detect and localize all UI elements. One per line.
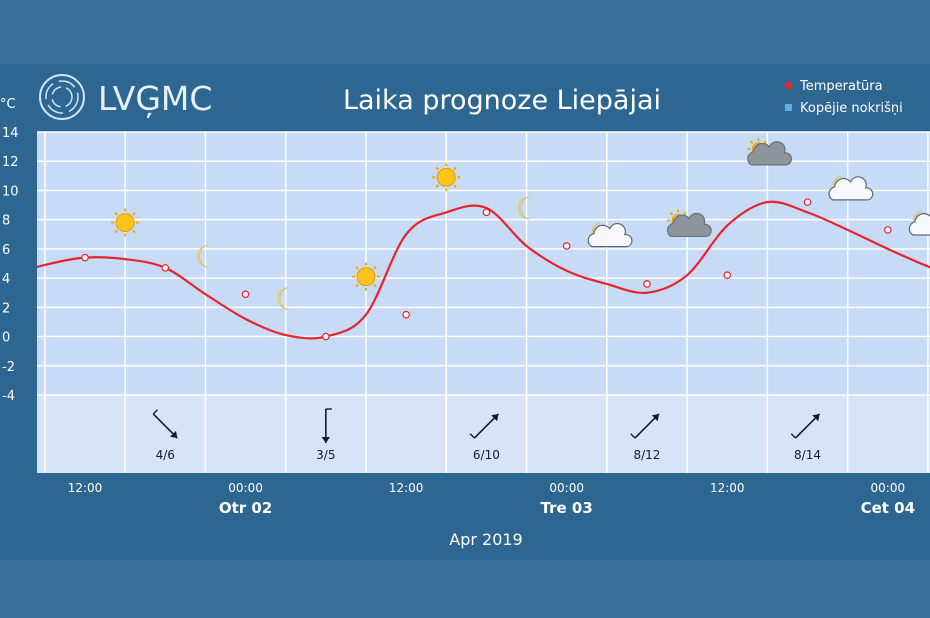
- y-tick-label: -4: [2, 389, 15, 404]
- wind-label: 6/10: [473, 448, 500, 462]
- legend: Temperatūra Kopējie nokrišņi: [785, 79, 903, 116]
- lvgmc-logo-icon: [39, 74, 85, 120]
- time-tick-label: 12:00: [68, 481, 103, 495]
- month-label: Apr 2019: [449, 530, 522, 549]
- temperature-point: [482, 208, 491, 217]
- page-title: Laika prognoze Liepājai: [343, 85, 661, 116]
- temperature-point: [883, 226, 892, 234]
- moon-cloud-icon: [828, 176, 874, 201]
- plot-background: [37, 132, 930, 395]
- moon-cloud-icon: [908, 211, 930, 236]
- wind-arrow-icon: [469, 413, 499, 439]
- temperature-point: [241, 290, 250, 298]
- temperature-point: [322, 332, 330, 341]
- sun-icon: [351, 262, 380, 291]
- sun-icon: [111, 208, 140, 237]
- wind-arrow-icon: [630, 413, 660, 439]
- day-label: Otr 02: [219, 499, 272, 517]
- y-tick-label: 14: [2, 126, 19, 141]
- time-tick-label: 12:00: [710, 481, 745, 495]
- plot-area: 1,1: [37, 131, 930, 560]
- moon-icon: [197, 244, 209, 268]
- legend-label: Temperatūra: [799, 79, 883, 94]
- y-tick-label: 12: [2, 155, 19, 170]
- y-tick-label: 10: [2, 184, 19, 199]
- day-label: Cet 04: [861, 499, 915, 517]
- time-tick-label: 00:00: [549, 481, 584, 495]
- header: LVĢMC Laika prognoze Liepājai °C: [0, 74, 661, 120]
- legend-swatch: [785, 104, 792, 111]
- temperature-point: [562, 242, 571, 250]
- wind-arrow-icon: [790, 413, 821, 439]
- y-tick-label: 4: [2, 272, 10, 287]
- temperature-line: [37, 200, 930, 340]
- y-tick-label: 0: [2, 331, 10, 346]
- moon-icon: [277, 287, 290, 311]
- wind-panel-background: [37, 395, 930, 473]
- legend-swatch: [785, 82, 792, 89]
- logo-text: LVĢMC: [98, 79, 212, 118]
- moon-icon: [518, 196, 530, 220]
- time-tick-label: 00:00: [871, 481, 906, 495]
- temperature-point: [81, 253, 89, 262]
- sun-icon: [432, 163, 461, 192]
- wind-label: 8/14: [794, 448, 821, 462]
- temperature-point: [402, 310, 410, 319]
- wind-arrow-icon: [321, 408, 332, 443]
- wind-arrow-icon: [152, 409, 178, 439]
- moon-cloud-icon: [587, 222, 633, 248]
- time-axis-background: [37, 473, 930, 560]
- time-tick-label: 00:00: [228, 481, 263, 495]
- y-tick-label: 8: [2, 214, 10, 229]
- y-tick-label: 2: [2, 301, 10, 316]
- sun-cloud-icon: [747, 137, 792, 166]
- wind-label: 4/6: [156, 448, 175, 462]
- y-tick-label: -2: [2, 360, 15, 375]
- temperature-point: [803, 198, 812, 206]
- temperature-point: [643, 280, 651, 288]
- temperature-point: [723, 271, 732, 279]
- y-tick-label: 6: [2, 243, 10, 258]
- axis-labels: 14121086420-2-44/63/56/108/128/147/117/1…: [2, 126, 915, 549]
- sun-cloud-icon: [666, 209, 712, 238]
- temperature-point: [161, 264, 170, 272]
- legend-label: Kopējie nokrišņi: [800, 101, 903, 116]
- time-tick-label: 12:00: [389, 481, 424, 495]
- wind-label: 8/12: [633, 448, 660, 462]
- y-unit-label: °C: [0, 97, 16, 112]
- day-label: Tre 03: [541, 499, 593, 517]
- wind-label: 3/5: [316, 448, 335, 462]
